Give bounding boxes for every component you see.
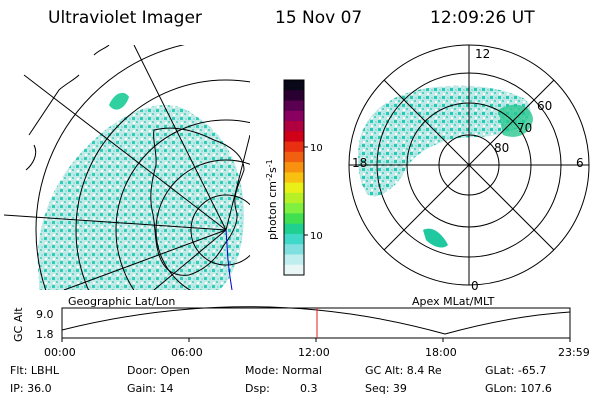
gc-alt-info: GC Alt: 8.4 Re: [365, 364, 442, 377]
x-tick-2359: 23:59: [558, 346, 590, 359]
mlat-label-80: 80: [494, 141, 509, 155]
colorbar-step: [284, 141, 304, 153]
colorbar-step: [284, 121, 304, 132]
geographic-map: [4, 45, 250, 290]
door-info: Door: Open: [127, 364, 190, 377]
colorbar-step: [284, 254, 304, 266]
colorbar-step: [284, 90, 304, 102]
timeline-axis-label: GC Alt: [12, 307, 25, 342]
mlt-label-18: 18: [352, 156, 367, 170]
mlt-label-12: 12: [475, 47, 490, 61]
colorbar-step: [284, 233, 304, 245]
mlt-label-0: 0: [471, 279, 479, 293]
colorbar-gradient: [284, 80, 304, 276]
colorbar-step: [284, 244, 304, 256]
colorbar-step: [284, 110, 304, 122]
colorbar-step: [284, 80, 304, 91]
colorbar-step: [284, 162, 304, 173]
mlat-label-60: 60: [537, 99, 552, 113]
orbit-altitude-timeline: 9.0 1.8 GC Alt 00:00 06:00 12:00 18:00 2…: [12, 306, 590, 359]
mlat-label-70: 70: [517, 121, 532, 135]
colorbar-step: [284, 264, 304, 276]
x-tick-0000: 00:00: [44, 346, 76, 359]
colorbar-step: [284, 192, 304, 204]
glat-info: GLat: -65.7: [485, 364, 547, 377]
colorbar-tick-10: 10: [310, 231, 322, 242]
colorbar-tick-100: 100: [310, 143, 322, 154]
colorbar-step: [284, 151, 304, 163]
gain-info: Gain: 14: [127, 382, 174, 395]
polar-mlat-mlt-plot: 12 18 6 0 60 70 80: [348, 44, 590, 293]
x-tick-1200: 12:00: [298, 346, 330, 359]
mlt-label-6: 6: [576, 156, 584, 170]
ip-info: IP: 36.0: [10, 382, 52, 395]
apex-caption: Apex MLat/MLT: [412, 295, 495, 308]
colorbar-step: [284, 100, 304, 112]
dsp-label: Dsp:: [245, 382, 270, 395]
y-tick-1-8: 1.8: [36, 328, 54, 341]
colorbar-step: [284, 172, 304, 184]
x-tick-1800: 18:00: [425, 346, 457, 359]
dsp-value: 0.3: [300, 382, 318, 395]
time-label: 12:09:26 UT: [430, 8, 535, 28]
colorbar-step: [284, 223, 304, 235]
x-tick-0600: 06:00: [171, 346, 203, 359]
glon-info: GLon: 107.6: [485, 382, 552, 395]
seq-info: Seq: 39: [365, 382, 407, 395]
mode-info: Mode: Normal: [245, 364, 322, 377]
colorbar-step: [284, 182, 304, 194]
y-tick-9: 9.0: [36, 308, 54, 321]
colorbar-step: [284, 213, 304, 225]
geographic-caption: Geographic Lat/Lon: [68, 295, 176, 308]
filter-info: Flt: LBHL: [10, 364, 59, 377]
instrument-title: Ultraviolet Imager: [48, 8, 202, 28]
colorbar-step: [284, 131, 304, 143]
colorbar: 100 10 photon cm-2s-1: [265, 79, 322, 276]
colorbar-step: [284, 203, 304, 215]
colorbar-unit-label: photon cm-2s-1: [265, 159, 279, 240]
date-label: 15 Nov 07: [275, 8, 363, 28]
